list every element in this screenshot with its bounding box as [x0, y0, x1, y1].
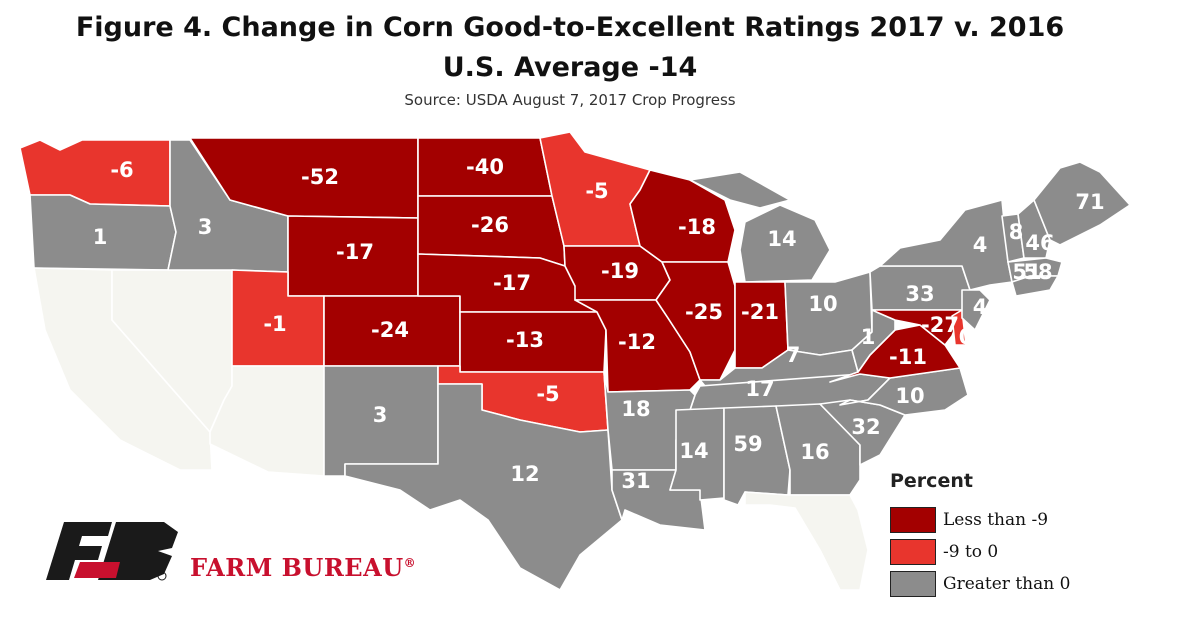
figure-subtitle: U.S. Average -14: [442, 52, 698, 83]
state-value-NM: 3: [373, 403, 388, 427]
state-value-SC: 32: [851, 415, 880, 439]
state-value-NH: 46: [1025, 231, 1054, 255]
state-value-WI: -18: [678, 215, 716, 239]
legend-item-light: -9 to 0: [890, 536, 1070, 568]
state-value-NC: 10: [895, 384, 924, 408]
state-value-AR: 18: [621, 397, 650, 421]
state-value-TX: 12: [510, 462, 539, 486]
state-value-IL: -25: [685, 300, 723, 324]
legend-item-dark: Less than -9: [890, 504, 1070, 536]
state-value-MI: 14: [767, 227, 796, 251]
state-value-MN: -5: [585, 179, 608, 203]
state-value-OR: 1: [93, 225, 108, 249]
state-value-MD: -27: [921, 313, 959, 337]
state-value-UT: -1: [263, 312, 286, 336]
state-value-NJ: 4: [973, 295, 988, 319]
state-value-WV: 1: [861, 325, 876, 349]
legend-swatch: [890, 507, 936, 533]
map-legend: Percent Less than -9 -9 to 0 Greater tha…: [890, 470, 1070, 600]
legend-label: Greater than 0: [943, 574, 1071, 594]
state-value-DE: 0: [959, 325, 974, 349]
registered-mark: ®: [403, 556, 417, 570]
source-note: Source: USDA August 7, 2017 Crop Progres…: [404, 91, 736, 109]
state-value-KS: -13: [506, 328, 544, 352]
state-value-PA: 33: [905, 282, 934, 306]
state-value-IA: -19: [601, 259, 639, 283]
state-NH: [1017, 199, 1051, 259]
legend-label: -9 to 0: [943, 542, 999, 562]
state-value-MA: 51: [1012, 260, 1041, 284]
state-value-CT: 58: [1023, 260, 1052, 284]
state-value-NE: -17: [493, 271, 531, 295]
state-value-OH: 10: [808, 292, 837, 316]
legend-swatch: [890, 571, 936, 597]
figure-title: Figure 4. Change in Corn Good-to-Excelle…: [75, 12, 1065, 43]
state-FL: [744, 491, 869, 591]
state-value-SD: -26: [471, 213, 509, 237]
state-value-NY: 4: [973, 233, 988, 257]
state-value-ME: 71: [1075, 190, 1104, 214]
state-value-VA: -11: [889, 345, 927, 369]
legend-label: Less than -9: [943, 510, 1049, 530]
state-value-LA: 31: [621, 469, 650, 493]
state-value-WA: -6: [110, 158, 133, 182]
state-value-GA: 16: [800, 440, 829, 464]
state-value-VT: 8: [1009, 220, 1024, 244]
legend-swatch: [890, 539, 936, 565]
state-value-MS: 14: [679, 439, 708, 463]
state-value-IN: -21: [741, 300, 779, 324]
state-KS: [459, 311, 607, 373]
state-value-AL: 59: [733, 432, 762, 456]
state-value-MT: -52: [301, 165, 339, 189]
state-value-CO: -24: [371, 318, 409, 342]
state-value-KY: 7: [786, 343, 801, 367]
state-ME: [1033, 161, 1131, 246]
farm-bureau-logo-icon: [46, 522, 178, 581]
state-value-ID: 3: [198, 215, 213, 239]
state-value-TN: 17: [745, 377, 774, 401]
state-value-ND: -40: [466, 155, 504, 179]
state-MI: [689, 171, 831, 283]
state-NJ: [961, 289, 991, 331]
brand-name: FARM BUREAU®: [190, 553, 417, 582]
state-value-MO: -12: [618, 330, 656, 354]
legend-item-gray: Greater than 0: [890, 568, 1070, 600]
state-WV: [851, 309, 896, 373]
state-TX: [344, 383, 623, 591]
state-value-WY: -17: [336, 240, 374, 264]
legend-title: Percent: [890, 470, 973, 492]
state-value-OK: -5: [536, 382, 559, 406]
state-CT: [1011, 275, 1059, 297]
